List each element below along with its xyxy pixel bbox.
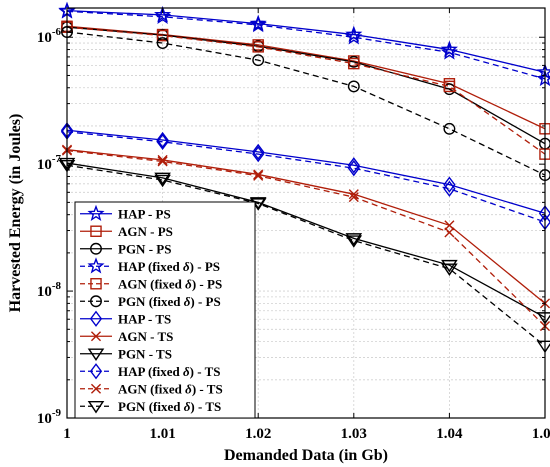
data-point xyxy=(249,15,267,33)
data-point xyxy=(443,180,456,197)
data-point xyxy=(249,14,267,31)
data-point xyxy=(154,5,172,23)
legend-label: HAP - TS xyxy=(118,311,171,326)
legend-label: PGN (fixed δ) - PS xyxy=(118,294,221,309)
series-line xyxy=(66,10,546,73)
legend-marker xyxy=(87,401,105,414)
data-point xyxy=(347,80,360,93)
series-0 xyxy=(58,1,550,80)
y-tick-label: 10-6 xyxy=(37,26,62,46)
series-line xyxy=(66,164,546,347)
x-tick-label: 1.04 xyxy=(436,426,463,442)
x-tick-label: 1 xyxy=(63,426,71,442)
y-tick-label: 10-8 xyxy=(37,280,62,300)
data-point xyxy=(348,192,359,203)
legend-marker xyxy=(90,331,102,342)
data-point xyxy=(156,131,169,149)
y-tick-label: 10-7 xyxy=(37,153,62,173)
data-point xyxy=(345,25,363,42)
data-point xyxy=(440,43,458,60)
data-point xyxy=(347,157,360,174)
y-axis: 10-9 10-8 10-7 10-6 xyxy=(37,26,545,427)
series-6 xyxy=(60,122,550,222)
legend: HAP - PS AGN - PS PGN - PS HAP (fixed δ) - … xyxy=(74,201,256,419)
data-point xyxy=(252,54,265,67)
legend-marker xyxy=(89,310,103,327)
data-point xyxy=(444,227,455,238)
legend-marker xyxy=(90,242,102,255)
data-point xyxy=(347,159,360,177)
x-axis: 1 1.01 1.02 1.03 1.04 1.05 xyxy=(63,8,550,442)
data-point xyxy=(156,37,169,50)
data-point xyxy=(536,340,550,354)
series-line xyxy=(66,25,546,130)
legend-marker xyxy=(90,278,102,290)
legend-label: HAP (fixed δ) - PS xyxy=(118,259,220,274)
legend-label: PGN - PS xyxy=(118,241,171,256)
legend-marker xyxy=(89,363,103,380)
series-line xyxy=(66,129,546,214)
x-tick-label: 1.01 xyxy=(149,426,175,442)
legend-marker xyxy=(87,204,105,222)
legend-marker xyxy=(87,348,105,361)
series-1 xyxy=(61,20,550,135)
data-point xyxy=(348,57,360,70)
x-tick-label: 1.02 xyxy=(245,426,271,442)
legend-marker xyxy=(90,295,102,308)
legend-label: HAP (fixed δ) - TS xyxy=(118,364,221,379)
series-9 xyxy=(60,123,550,231)
series-2 xyxy=(61,21,550,150)
y-axis-label: Harvested Energy (in Joules) xyxy=(7,114,24,313)
y-tick-label: 10-9 xyxy=(37,407,62,427)
legend-label: AGN - TS xyxy=(118,329,173,344)
legend-box xyxy=(74,201,256,419)
data-point xyxy=(154,7,172,25)
series-line xyxy=(66,10,546,80)
series-line xyxy=(66,31,546,176)
data-point xyxy=(444,220,455,231)
legend-marker xyxy=(90,383,102,394)
data-point xyxy=(443,80,456,93)
legend-label: PGN (fixed δ) - TS xyxy=(118,399,221,414)
data-point xyxy=(345,235,363,248)
legend-label: HAP - PS xyxy=(118,206,171,221)
data-point xyxy=(345,28,363,45)
series-line xyxy=(66,26,546,145)
series-line xyxy=(66,162,546,319)
series-8 xyxy=(58,157,550,325)
data-point xyxy=(157,156,168,167)
data-point xyxy=(441,259,458,273)
data-point xyxy=(252,41,264,53)
data-point xyxy=(443,176,456,193)
series-line xyxy=(66,131,546,223)
data-point xyxy=(252,145,265,163)
data-point xyxy=(443,122,456,135)
series-line xyxy=(66,26,546,155)
data-point xyxy=(154,172,171,186)
data-point xyxy=(536,312,550,325)
series-layer xyxy=(58,1,550,354)
x-axis-label: Demanded Data (in Gb) xyxy=(224,447,388,464)
data-point xyxy=(253,169,264,180)
data-point xyxy=(156,29,169,42)
legend-label: PGN - TS xyxy=(118,346,172,361)
legend-label: AGN (fixed δ) - PS xyxy=(118,276,222,291)
data-point xyxy=(154,174,171,188)
data-point xyxy=(157,154,168,165)
plot-frame xyxy=(66,7,546,419)
legend-label: AGN - PS xyxy=(118,224,173,239)
x-tick-label: 1.03 xyxy=(341,426,367,442)
data-point xyxy=(253,170,264,181)
data-point xyxy=(441,263,458,276)
legend-marker xyxy=(87,257,105,274)
data-point xyxy=(252,143,265,161)
legend-label: AGN (fixed δ) - TS xyxy=(118,381,223,396)
data-point xyxy=(156,133,169,150)
x-tick-label: 1.05 xyxy=(532,426,550,442)
data-point xyxy=(348,189,359,200)
series-line xyxy=(66,149,546,304)
legend-marker xyxy=(90,225,102,237)
series-line xyxy=(66,149,546,327)
